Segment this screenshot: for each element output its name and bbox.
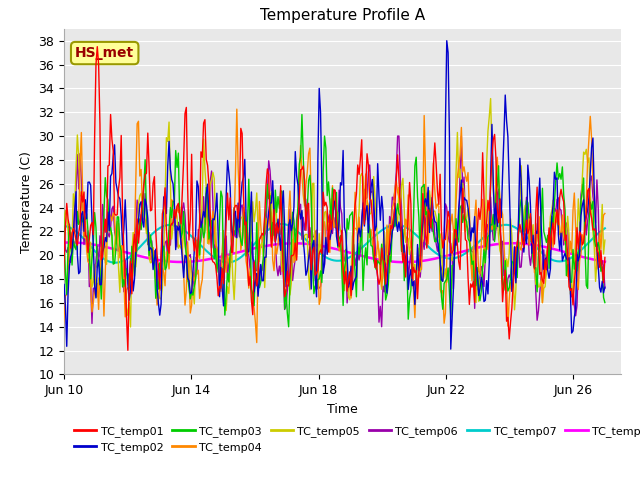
TC_temp04 xyxy=(72,202,80,208)
Line: TC_temp05: TC_temp05 xyxy=(32,98,605,327)
TC_temp01 xyxy=(556,194,564,200)
Text: HS_met: HS_met xyxy=(75,46,134,60)
TC_temp07 xyxy=(363,240,371,246)
TC_temp07 xyxy=(472,242,480,248)
Line: TC_temp08: TC_temp08 xyxy=(32,242,605,262)
TC_temp08 xyxy=(601,259,609,264)
TC_temp01 xyxy=(72,238,80,243)
TC_temp05 xyxy=(471,258,479,264)
TC_temp06 xyxy=(556,206,564,212)
TC_temp06 xyxy=(428,228,436,234)
TC_temp05 xyxy=(601,237,609,243)
TC_temp08 xyxy=(28,245,36,251)
TC_temp08 xyxy=(484,243,492,249)
TC_temp05 xyxy=(72,165,80,170)
TC_temp01 xyxy=(124,348,132,353)
TC_temp04 xyxy=(472,197,480,203)
TC_temp03 xyxy=(298,112,306,118)
Line: TC_temp02: TC_temp02 xyxy=(32,41,605,349)
TC_temp01 xyxy=(363,151,371,156)
TC_temp04 xyxy=(556,225,564,230)
Title: Temperature Profile A: Temperature Profile A xyxy=(260,9,425,24)
TC_temp03 xyxy=(285,324,292,330)
TC_temp03 xyxy=(472,283,480,288)
TC_temp04 xyxy=(233,106,241,112)
TC_temp03 xyxy=(556,170,564,176)
TC_temp05 xyxy=(487,96,495,101)
Legend: TC_temp01, TC_temp02, TC_temp03, TC_temp04, TC_temp05, TC_temp06, TC_temp07, TC_: TC_temp01, TC_temp02, TC_temp03, TC_temp… xyxy=(70,421,640,458)
TC_temp06 xyxy=(72,188,80,193)
TC_temp04 xyxy=(363,197,371,203)
TC_temp01 xyxy=(93,44,101,49)
TC_temp08 xyxy=(401,259,408,265)
Line: TC_temp06: TC_temp06 xyxy=(32,136,605,327)
TC_temp06 xyxy=(601,285,609,291)
TC_temp02 xyxy=(360,223,368,229)
TC_temp01 xyxy=(484,197,492,203)
TC_temp03 xyxy=(601,300,609,305)
TC_temp03 xyxy=(428,216,436,222)
TC_temp05 xyxy=(556,232,564,238)
Line: TC_temp04: TC_temp04 xyxy=(32,109,605,343)
TC_temp05 xyxy=(483,160,490,166)
X-axis label: Time: Time xyxy=(327,403,358,416)
TC_temp01 xyxy=(428,204,436,210)
TC_temp04 xyxy=(601,211,609,216)
TC_temp04 xyxy=(253,340,260,346)
TC_temp08 xyxy=(472,245,480,251)
TC_temp04 xyxy=(428,193,436,199)
TC_temp06 xyxy=(484,221,492,227)
TC_temp02 xyxy=(426,229,433,235)
TC_temp03 xyxy=(72,247,80,252)
TC_temp02 xyxy=(443,38,451,44)
TC_temp04 xyxy=(28,290,36,296)
Line: TC_temp07: TC_temp07 xyxy=(32,224,605,263)
TC_temp02 xyxy=(447,346,454,352)
TC_temp08 xyxy=(74,240,81,246)
TC_temp06 xyxy=(28,243,36,249)
TC_temp07 xyxy=(601,226,609,231)
TC_temp08 xyxy=(67,240,74,245)
TC_temp05 xyxy=(362,217,369,223)
TC_temp07 xyxy=(556,259,564,264)
TC_temp04 xyxy=(484,247,492,252)
TC_temp02 xyxy=(72,189,80,194)
TC_temp01 xyxy=(601,254,609,260)
TC_temp02 xyxy=(556,247,564,253)
TC_temp05 xyxy=(427,204,435,209)
TC_temp07 xyxy=(484,230,492,236)
TC_temp05 xyxy=(127,324,134,330)
TC_temp02 xyxy=(28,254,36,260)
TC_temp01 xyxy=(28,230,36,236)
Line: TC_temp01: TC_temp01 xyxy=(32,47,605,350)
TC_temp02 xyxy=(484,291,492,297)
TC_temp07 xyxy=(112,260,120,265)
Line: TC_temp03: TC_temp03 xyxy=(32,115,605,327)
TC_temp06 xyxy=(394,133,401,139)
TC_temp06 xyxy=(472,261,480,267)
TC_temp08 xyxy=(428,256,436,262)
TC_temp02 xyxy=(472,262,480,268)
TC_temp03 xyxy=(484,233,492,239)
TC_temp05 xyxy=(28,287,36,293)
TC_temp02 xyxy=(601,284,609,290)
TC_temp07 xyxy=(28,244,36,250)
TC_temp07 xyxy=(72,228,80,234)
TC_temp03 xyxy=(28,248,36,254)
TC_temp07 xyxy=(428,247,436,253)
TC_temp03 xyxy=(363,262,371,268)
TC_temp07 xyxy=(278,221,286,227)
TC_temp06 xyxy=(378,324,385,330)
TC_temp06 xyxy=(360,186,368,192)
TC_temp08 xyxy=(362,254,369,260)
TC_temp08 xyxy=(556,248,564,253)
Y-axis label: Temperature (C): Temperature (C) xyxy=(20,151,33,252)
TC_temp01 xyxy=(472,252,480,258)
